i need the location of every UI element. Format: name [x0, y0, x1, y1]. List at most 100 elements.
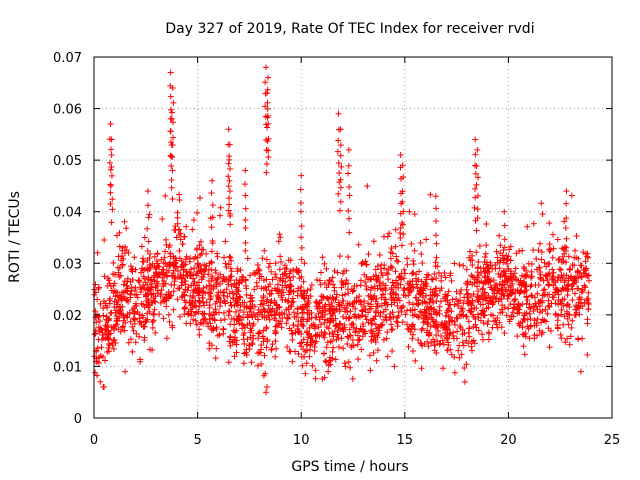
data-point — [399, 221, 406, 228]
data-point — [474, 206, 481, 213]
data-point — [150, 310, 157, 317]
data-point — [265, 74, 272, 81]
data-point — [335, 190, 342, 197]
data-point — [287, 257, 294, 264]
data-point — [585, 289, 592, 296]
data-point — [301, 290, 308, 297]
data-point — [288, 327, 295, 334]
data-point — [520, 343, 527, 350]
data-point — [253, 279, 260, 286]
data-point — [368, 296, 375, 303]
data-point — [531, 332, 538, 339]
data-point — [436, 310, 443, 317]
data-point — [555, 291, 562, 298]
data-point — [337, 152, 344, 159]
data-point — [373, 295, 380, 302]
data-point — [210, 283, 217, 290]
data-point — [485, 329, 492, 336]
data-point — [175, 285, 182, 292]
data-point — [484, 321, 491, 328]
data-point — [309, 337, 316, 344]
data-point — [240, 336, 247, 343]
data-point — [384, 329, 391, 336]
data-point — [226, 201, 233, 208]
data-point — [158, 287, 165, 294]
data-point — [476, 242, 483, 249]
data-point — [154, 290, 161, 297]
data-point — [483, 220, 490, 227]
data-point — [317, 281, 324, 288]
data-point — [392, 268, 399, 275]
data-point — [272, 271, 279, 278]
data-point — [428, 276, 435, 283]
data-point — [550, 245, 557, 252]
data-point — [369, 328, 376, 335]
data-point — [343, 267, 350, 274]
data-point — [263, 344, 270, 351]
data-point — [429, 276, 436, 283]
data-point — [485, 304, 492, 311]
data-point — [255, 306, 262, 313]
data-point — [444, 297, 451, 304]
data-point — [409, 307, 416, 314]
data-point — [432, 318, 439, 325]
data-point — [183, 253, 190, 260]
data-point — [521, 351, 528, 358]
data-point — [327, 315, 334, 322]
data-point — [181, 233, 188, 240]
data-point — [478, 310, 485, 317]
data-point — [224, 293, 231, 300]
data-point — [184, 287, 191, 294]
data-point — [209, 273, 216, 280]
data-point — [124, 314, 131, 321]
data-point — [146, 302, 153, 309]
data-point — [295, 267, 302, 274]
data-point — [376, 252, 383, 259]
data-point — [459, 339, 466, 346]
data-point — [336, 169, 343, 176]
data-point — [512, 265, 519, 272]
data-point — [220, 330, 227, 337]
data-point — [136, 277, 143, 284]
data-point — [533, 303, 540, 310]
data-point — [395, 258, 402, 265]
data-point — [456, 354, 463, 361]
data-point — [161, 254, 168, 261]
data-point — [557, 266, 564, 273]
data-point — [540, 292, 547, 299]
data-point — [283, 284, 290, 291]
data-point — [345, 290, 352, 297]
data-point — [226, 177, 233, 184]
data-point — [455, 303, 462, 310]
data-point — [249, 322, 256, 329]
data-point — [276, 277, 283, 284]
data-point — [263, 147, 270, 154]
data-point — [94, 296, 101, 303]
data-point — [526, 335, 533, 342]
data-point — [170, 306, 177, 313]
data-point — [144, 267, 151, 274]
data-point — [364, 183, 371, 190]
data-point — [231, 315, 238, 322]
data-point — [409, 301, 416, 308]
data-point — [298, 234, 305, 241]
data-point — [584, 250, 591, 257]
data-point — [438, 321, 445, 328]
data-point — [227, 221, 234, 228]
data-point — [264, 384, 271, 391]
data-point — [128, 288, 135, 295]
data-point — [240, 274, 247, 281]
data-point — [404, 255, 411, 262]
data-point — [533, 255, 540, 262]
data-point — [316, 299, 323, 306]
data-point — [303, 341, 310, 348]
data-point — [539, 316, 546, 323]
data-point — [466, 254, 473, 261]
data-point — [339, 292, 346, 299]
data-point — [497, 242, 504, 249]
data-point — [225, 261, 232, 268]
data-point — [563, 235, 570, 242]
data-point — [555, 256, 562, 263]
data-point — [494, 315, 501, 322]
data-point — [247, 272, 254, 279]
